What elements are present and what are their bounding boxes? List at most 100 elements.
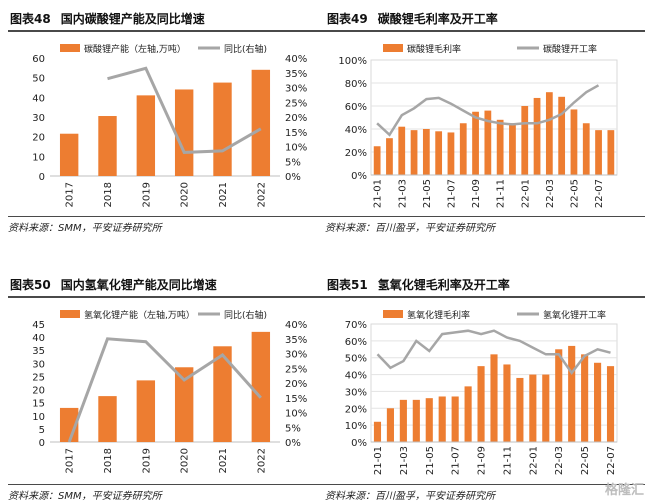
bar (472, 111, 479, 175)
y-right-tick-label: 20% (285, 113, 307, 124)
series-line (376, 329, 611, 376)
bar (386, 138, 393, 175)
bar (438, 396, 446, 442)
y-tick-label: 80% (345, 79, 367, 90)
y-tick-label: 100% (338, 56, 367, 67)
x-tick-label: 2018 (103, 182, 114, 207)
source-note: 资料来源：百川盈孚，平安证券研究所 (325, 484, 645, 502)
figure-title-text: 国内氢氧化锂产能及同比增速 (60, 278, 217, 292)
y-right-tick-label: 10% (285, 143, 307, 154)
bar (435, 131, 443, 175)
bar (555, 349, 563, 442)
figure-title-text: 氢氧化锂毛利率及开工率 (377, 278, 510, 292)
bar (373, 421, 382, 442)
y-right-tick-label: 15% (285, 394, 307, 405)
bar (570, 109, 578, 175)
legend-bar-swatch (60, 310, 80, 318)
bar (251, 331, 271, 442)
x-tick-label: 22-05 (580, 446, 591, 475)
bar (98, 116, 117, 176)
y-right-tick-label: 30% (285, 84, 307, 95)
bar (373, 146, 381, 175)
legend-line-label: 同比(右轴) (224, 43, 267, 55)
y-left-tick-label: 0 (39, 172, 45, 183)
legend-line-label: 碳酸锂开工率 (543, 43, 597, 55)
legend-bar-swatch (383, 310, 403, 318)
figure-title-text: 碳酸锂毛利率及开工率 (377, 12, 498, 26)
x-tick-label: 22-01 (528, 446, 539, 475)
bar (412, 399, 420, 442)
figure-title: 图表48 国内碳酸锂产能及同比增速 (8, 8, 328, 32)
legend-bar-swatch (383, 44, 403, 52)
y-tick-label: 70% (345, 320, 367, 331)
x-tick-label: 2022 (256, 448, 267, 473)
figure-title: 图表49 碳酸锂毛利率及开工率 (325, 8, 645, 32)
y-tick-label: 0% (351, 438, 367, 449)
y-tick-label: 20% (345, 148, 367, 159)
y-right-tick-label: 5% (285, 157, 301, 168)
x-tick-label: 2017 (65, 182, 76, 207)
bar (399, 399, 407, 442)
y-right-tick-label: 25% (285, 364, 307, 375)
figure-number: 图表48 (10, 12, 51, 26)
bar (484, 110, 492, 175)
source-note: 资料来源：百川盈孚，平安证券研究所 (325, 216, 645, 234)
y-left-tick-label: 0 (39, 438, 45, 449)
source-note: 资料来源：SMM，平安证券研究所 (8, 216, 328, 234)
x-tick-label: 2020 (180, 182, 191, 207)
x-tick-label: 2022 (256, 182, 267, 207)
figure-number: 图表50 (10, 278, 51, 292)
x-tick-label: 21-03 (399, 446, 410, 475)
y-tick-label: 40% (345, 371, 367, 382)
y-tick-label: 10% (345, 421, 367, 432)
legend-line-label: 氢氧化锂开工率 (543, 309, 606, 321)
x-tick-label: 2018 (103, 448, 114, 473)
x-tick-label: 2019 (141, 448, 152, 473)
x-tick-label: 21-09 (477, 446, 488, 475)
bar (581, 354, 589, 442)
y-right-tick-label: 35% (285, 335, 307, 346)
y-right-tick-label: 40% (285, 54, 307, 65)
chart-lithium-carbonate-margin: 碳酸锂毛利率 碳酸锂开工率 0% 20% 40% 60% 80% 100% 21-01 21-03… (338, 43, 618, 208)
y-right-tick-label: 20% (285, 379, 307, 390)
bar (398, 126, 406, 175)
bar (606, 366, 615, 442)
bar (98, 396, 117, 442)
y-right-tick-label: 25% (285, 98, 307, 109)
y-left-tick-label: 20 (32, 386, 45, 397)
bar (174, 89, 194, 176)
figure-title-text: 国内碳酸锂产能及同比增速 (60, 12, 205, 26)
legend-bar-label: 碳酸锂产能（左轴,万吨） (84, 43, 186, 55)
bar (425, 398, 433, 442)
x-tick-label: 21-03 (397, 179, 408, 208)
x-tick-label: 2017 (65, 448, 76, 473)
y-right-tick-label: 15% (285, 128, 307, 139)
x-tick-label: 21-07 (446, 179, 457, 208)
bar (529, 374, 537, 442)
bar (496, 119, 504, 175)
bar (558, 96, 566, 175)
bar (447, 132, 455, 175)
bar (545, 92, 553, 175)
bar (459, 123, 467, 175)
figure-title: 图表50 国内氢氧化锂产能及同比增速 (8, 274, 328, 298)
figure-number: 图表49 (327, 12, 368, 26)
bar (582, 123, 590, 175)
bar (477, 366, 485, 442)
legend-bar-label: 碳酸锂毛利率 (407, 43, 461, 55)
legend-bar-label: 氢氧化锂毛利率 (407, 309, 470, 321)
y-left-tick-label: 20 (32, 133, 45, 144)
bar (521, 106, 529, 175)
y-right-tick-label: 30% (285, 350, 307, 361)
chart-lithium-carbonate-capacity: 碳酸锂产能（左轴,万吨） 同比(右轴) 0 10 20 30 40 50 60 0% 5% 10% 15… (32, 43, 307, 207)
source-note: 资料来源：SMM，平安证券研究所 (8, 484, 328, 502)
bar (386, 408, 394, 442)
bar (503, 364, 511, 442)
y-right-tick-label: 35% (285, 69, 307, 80)
x-tick-label: 22-07 (606, 446, 617, 475)
x-tick-label: 21-05 (425, 446, 436, 475)
y-tick-label: 30% (345, 387, 367, 398)
y-left-tick-label: 40 (32, 93, 45, 104)
bar (213, 346, 232, 442)
series-line (376, 84, 600, 137)
